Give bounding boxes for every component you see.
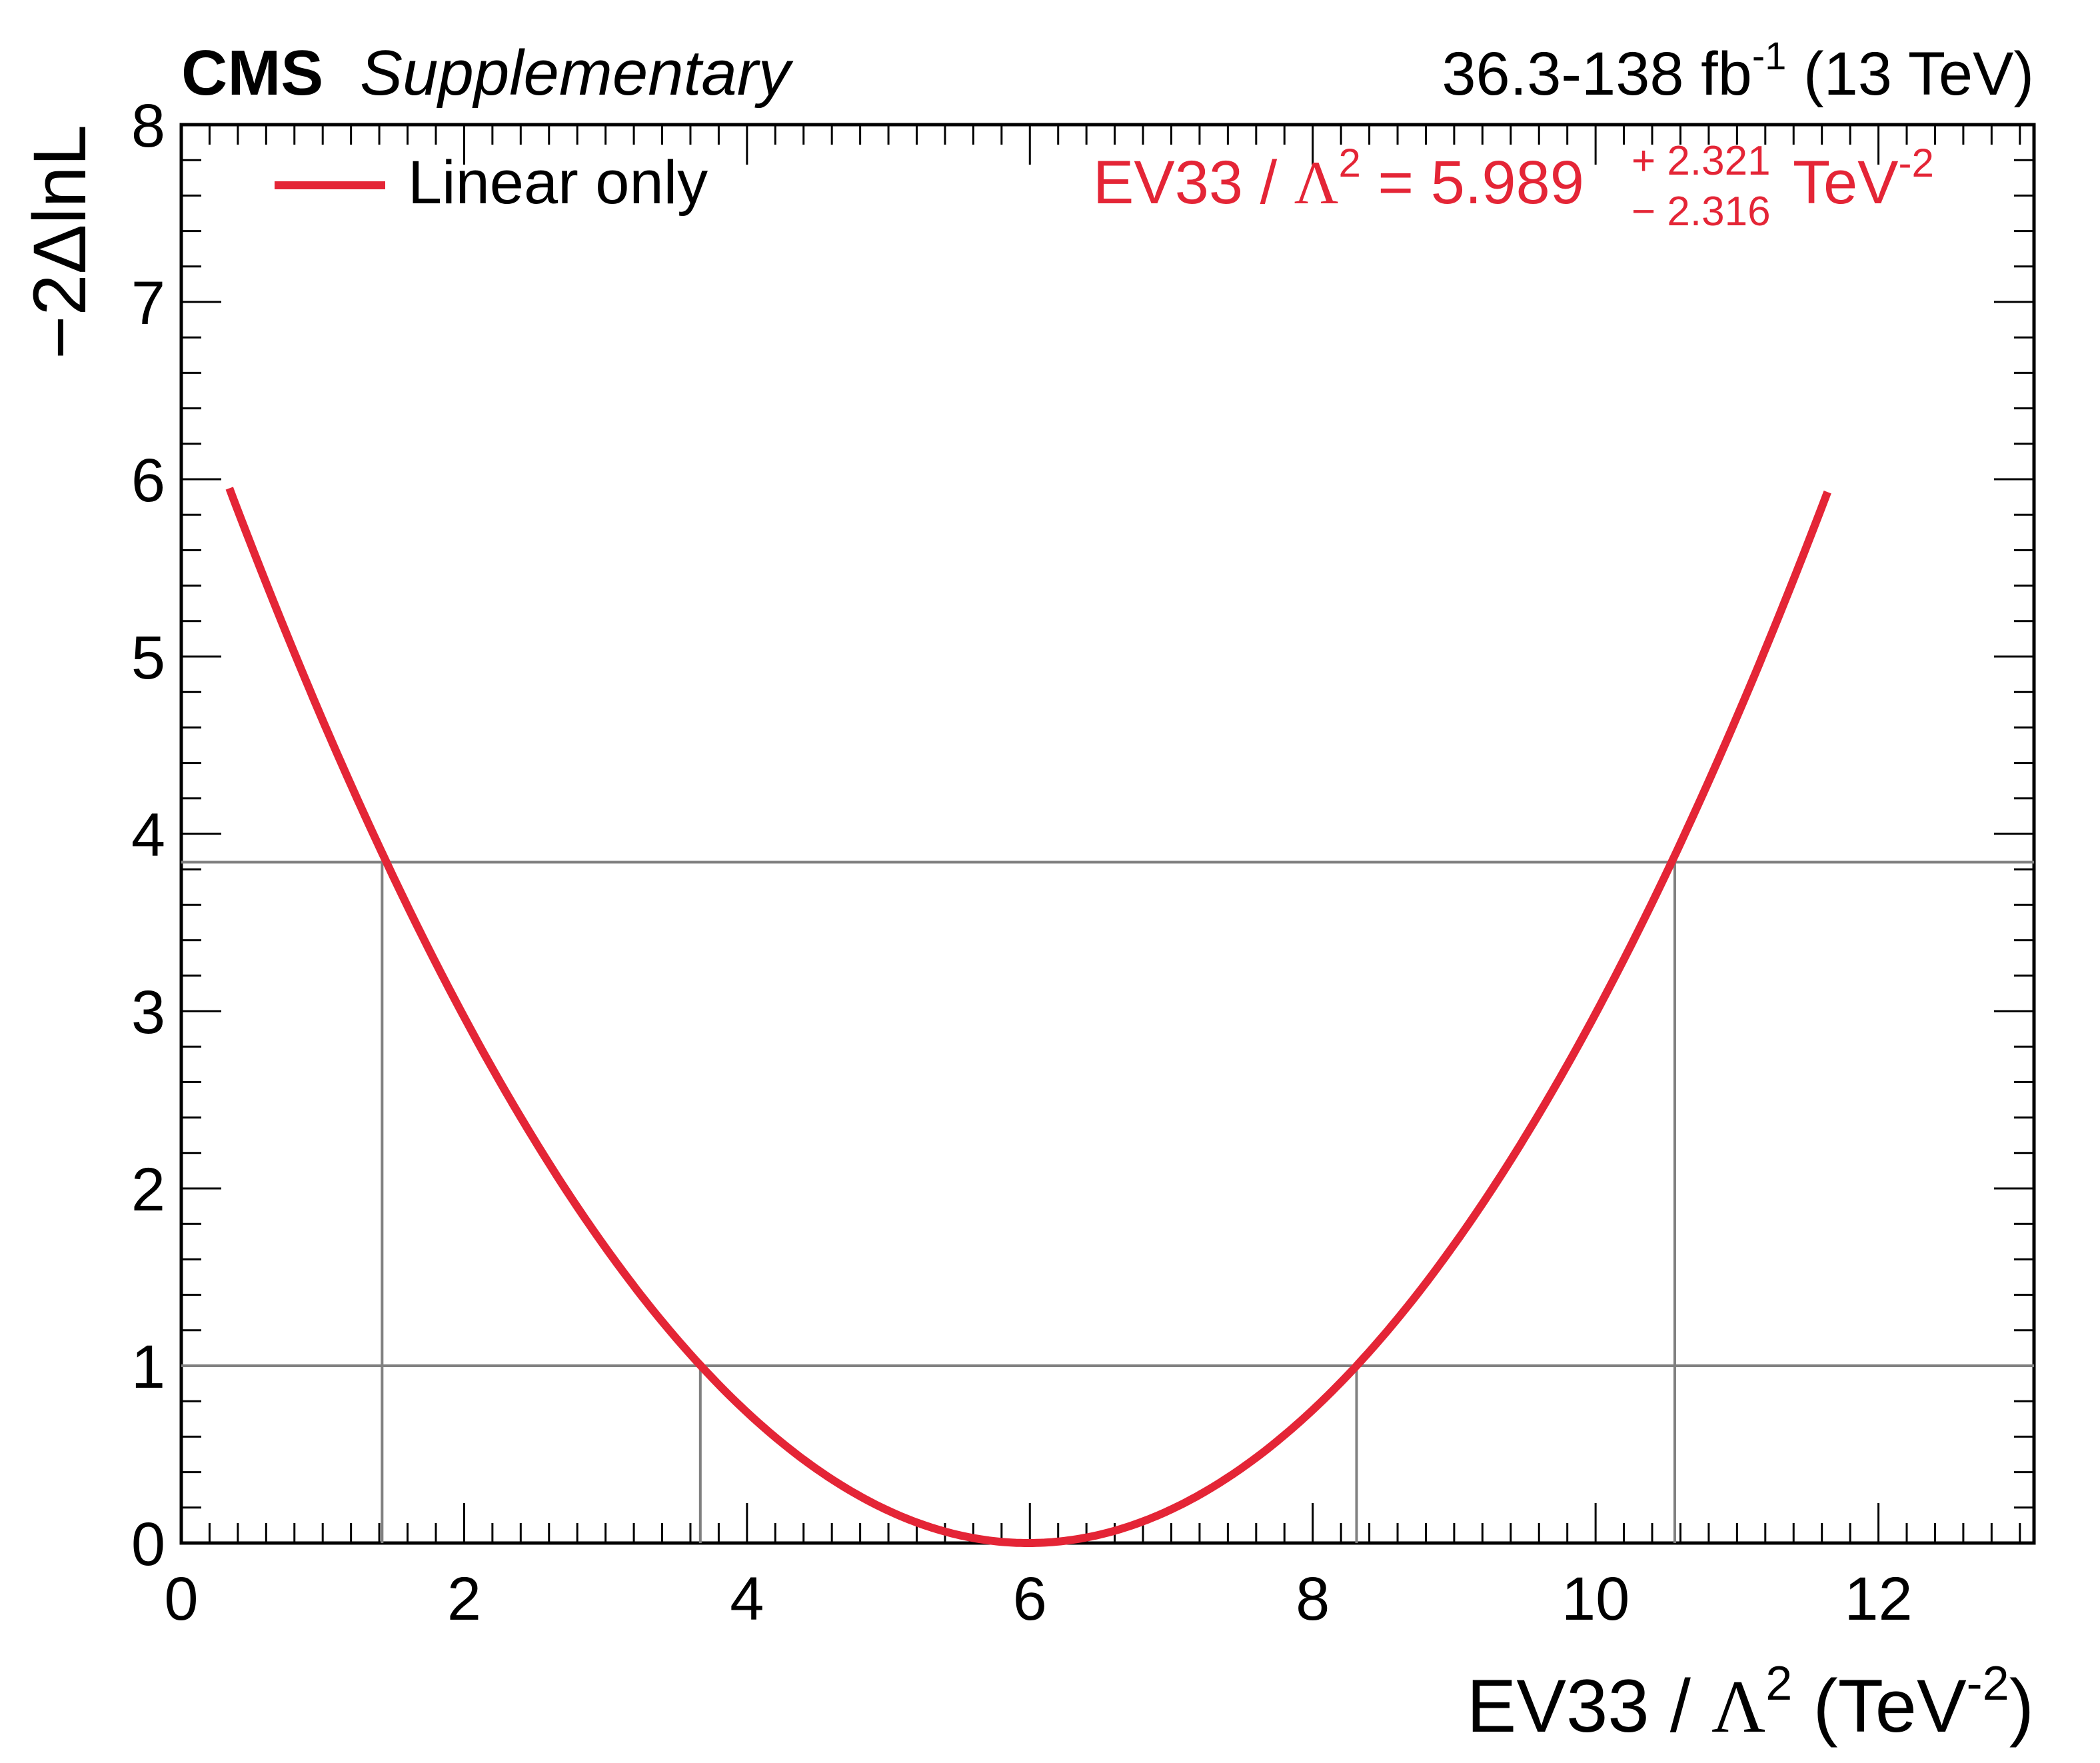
- y-tick-label: 5: [131, 624, 165, 692]
- x-tick-labels: 0 2 4 6 8 10 12: [164, 1565, 1912, 1633]
- x-tick-label: 0: [164, 1565, 198, 1633]
- y-axis-title: −2ΔlnL: [18, 125, 101, 359]
- x-tick-label: 6: [1013, 1565, 1047, 1633]
- y-tick-label: 7: [131, 269, 165, 337]
- luminosity-label: 36.3-138 fb-1 (13 TeV): [1442, 35, 2034, 108]
- fit-result-main: EV33 / Λ2 = 5.989: [1093, 141, 1584, 217]
- reference-lines: [181, 861, 2034, 1543]
- y-tick-label: 0: [131, 1510, 165, 1578]
- fit-result-err-down: − 2.316: [1631, 189, 1771, 235]
- fit-result: EV33 / Λ2 = 5.989 + 2.321 − 2.316 TeV-2: [1093, 138, 1934, 235]
- legend-label-linear: Linear only: [408, 149, 708, 217]
- experiment-label: CMS: [181, 37, 323, 109]
- x-tick-label: 8: [1296, 1565, 1330, 1633]
- fit-result-err-up: + 2.321: [1631, 138, 1771, 184]
- x-tick-label: 2: [447, 1565, 481, 1633]
- y-tick-label: 4: [131, 801, 165, 869]
- x-tick-label: 4: [730, 1565, 764, 1633]
- y-tick-label: 1: [131, 1333, 165, 1401]
- likelihood-curves: [225, 487, 1831, 1547]
- legend: Linear only: [275, 149, 708, 217]
- y-tick-labels: 0 1 2 3 4 5 6 7 8: [131, 92, 165, 1578]
- y-tick-label: 2: [131, 1156, 165, 1224]
- x-axis-title: EV33 / Λ2 (TeV-2): [1467, 1657, 2034, 1748]
- y-tick-label: 3: [131, 978, 165, 1046]
- axis-ticks: [180, 123, 2034, 1544]
- status-label: Supplementary: [360, 37, 794, 109]
- x-tick-label: 12: [1844, 1565, 1912, 1633]
- x-tick-label: 10: [1562, 1565, 1629, 1633]
- y-tick-label: 8: [131, 92, 165, 160]
- plot-frame: [179, 123, 2036, 1545]
- fit-result-unit: TeV-2: [1793, 141, 1934, 217]
- series-line-linear-only: [225, 487, 1831, 1547]
- y-tick-label: 6: [131, 447, 165, 515]
